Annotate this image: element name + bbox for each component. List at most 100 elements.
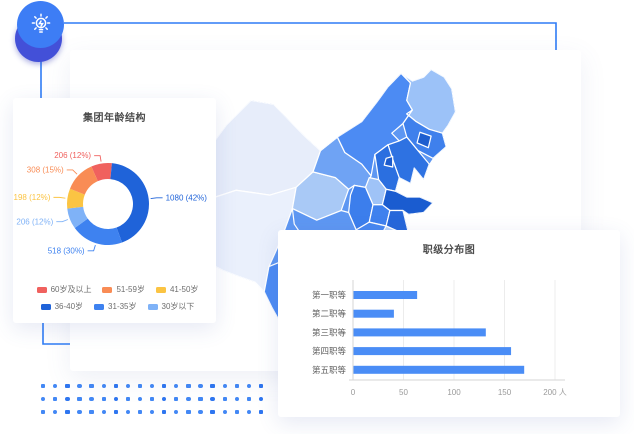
decor-dot xyxy=(198,384,203,389)
legend-item[interactable]: 41-50岁 xyxy=(155,284,199,295)
donut-segment xyxy=(67,188,85,209)
dot-pattern xyxy=(41,384,277,426)
decor-dot xyxy=(101,397,106,402)
decor-dot xyxy=(125,384,131,389)
decor-dot xyxy=(246,384,252,389)
decor-dot xyxy=(210,384,215,389)
decor-dot xyxy=(125,410,131,415)
legend-swatch xyxy=(36,286,47,293)
decor-dot xyxy=(41,397,46,402)
donut-label: 308 (15%) xyxy=(27,166,64,175)
age-chart-legend: 60岁及以上 51-59岁 41-50岁 36-40岁 31-35岁 30岁以下 xyxy=(23,284,212,312)
decor-dot xyxy=(125,397,131,402)
donut-label: 1080 (42%) xyxy=(166,193,208,202)
donut-segment xyxy=(69,166,98,195)
legend-label: 41-50岁 xyxy=(169,285,199,294)
age-donut-chart: 206 (12%) 1080 (42%) 518 (30%) 206 (12%) 198… xyxy=(14,151,208,255)
decor-dot xyxy=(53,410,58,415)
decor-dot xyxy=(101,384,106,389)
decor-dot xyxy=(89,397,94,402)
legend-label: 36-40岁 xyxy=(54,302,84,311)
decor-dot xyxy=(234,384,239,389)
decor-dot xyxy=(258,397,264,402)
decor-dot xyxy=(113,397,118,402)
legend-label: 60岁及以上 xyxy=(50,285,92,294)
decor-dot xyxy=(77,384,82,389)
donut-label: 206 (12%) xyxy=(16,217,53,226)
decor-dot xyxy=(137,397,143,402)
legend-swatch xyxy=(102,286,113,293)
donut-segment xyxy=(67,206,88,229)
decor-dot xyxy=(186,397,191,402)
x-tick-label: 150 xyxy=(498,388,512,397)
decor-dot xyxy=(65,397,70,402)
legend-swatch xyxy=(147,303,158,310)
donut-segment xyxy=(110,163,149,243)
legend-item[interactable]: 36-40岁 xyxy=(40,301,84,312)
decor-dot xyxy=(41,410,46,415)
donut-label-line xyxy=(94,155,102,162)
decor-dot xyxy=(246,410,252,415)
y-category-label: 第四职等 xyxy=(312,346,347,356)
decor-dot xyxy=(258,384,264,389)
decor-dot xyxy=(210,397,215,402)
decor-dot xyxy=(174,410,179,415)
badge-front-circle xyxy=(17,1,64,48)
y-category-label: 第三职等 xyxy=(312,327,347,337)
donut-label: 206 (12%) xyxy=(54,151,91,160)
legend-swatch xyxy=(40,303,51,310)
decor-dot xyxy=(162,410,167,415)
decor-dot xyxy=(89,410,94,415)
y-category-label: 第二职等 xyxy=(312,309,347,319)
x-tick-label: 100 xyxy=(447,388,461,397)
map-region xyxy=(387,136,430,185)
decor-dot xyxy=(137,410,143,415)
x-tick-label: 0 xyxy=(351,388,356,397)
decor-dot xyxy=(41,384,46,389)
legend-item[interactable]: 60岁及以上 xyxy=(36,284,92,295)
donut-label-line xyxy=(66,169,78,175)
donut-label-line xyxy=(53,196,66,199)
decor-dot xyxy=(210,410,215,415)
donut-label-line xyxy=(150,197,163,200)
y-category-label: 第五职等 xyxy=(312,365,347,375)
bar xyxy=(353,309,394,318)
decor-dot xyxy=(162,397,167,402)
bar xyxy=(353,365,525,374)
decor-dot xyxy=(162,384,167,389)
y-category-label: 第一职等 xyxy=(312,290,347,300)
bar xyxy=(353,347,512,356)
map-region xyxy=(400,69,456,134)
decor-dot xyxy=(113,410,118,415)
map-region xyxy=(383,155,394,168)
legend-label: 31-35岁 xyxy=(108,302,137,311)
legend-item[interactable]: 31-35岁 xyxy=(94,301,137,312)
donut-label: 198 (12%) xyxy=(14,193,51,202)
decor-dot xyxy=(53,397,58,402)
decor-dot xyxy=(246,397,252,402)
bar xyxy=(353,291,418,299)
decor-dot xyxy=(222,384,227,389)
bar xyxy=(353,328,486,337)
decor-dot xyxy=(186,384,191,389)
decor-dot xyxy=(137,384,143,389)
decor-dot xyxy=(258,410,264,415)
map-region xyxy=(416,131,432,149)
lightbulb-badge xyxy=(0,0,80,80)
decor-dot xyxy=(174,384,179,389)
legend-item[interactable]: 30岁以下 xyxy=(147,301,194,312)
rank-distribution-card: 职级分布图 0 50 100 150 200 人 第一职等 第二职等 第三职等 第四职等 第五职等 xyxy=(278,230,620,417)
decor-dot xyxy=(101,410,106,415)
lightbulb-icon xyxy=(31,12,50,33)
legend-swatch xyxy=(94,303,105,310)
decor-dot xyxy=(234,410,239,415)
legend-item[interactable]: 51-59岁 xyxy=(102,284,145,295)
decor-dot xyxy=(77,410,82,415)
decor-dot xyxy=(89,384,94,389)
donut-segment xyxy=(91,163,112,182)
decor-dot xyxy=(222,397,227,402)
age-chart-title: 集团年龄结构 xyxy=(83,113,146,124)
x-tick-label: 50 xyxy=(399,388,408,397)
decor-dot xyxy=(65,410,70,415)
